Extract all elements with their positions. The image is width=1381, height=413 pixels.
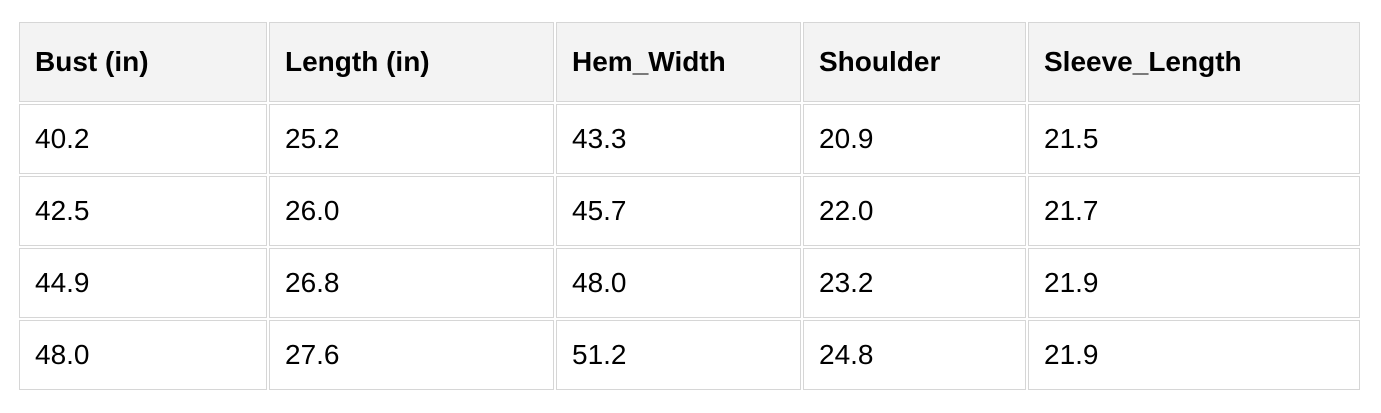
table-cell: 26.0: [269, 176, 554, 246]
column-header: Bust (in): [19, 22, 267, 102]
table-header-row: Bust (in) Length (in) Hem_Width Shoulder Sle…: [19, 22, 1360, 102]
table-row: 42.5 26.0 45.7 22.0 21.7: [19, 176, 1360, 246]
table-row: 44.9 26.8 48.0 23.2 21.9: [19, 248, 1360, 318]
table-cell: 44.9: [19, 248, 267, 318]
table-row: 48.0 27.6 51.2 24.8 21.9: [19, 320, 1360, 390]
table-cell: 48.0: [19, 320, 267, 390]
table-cell: 43.3: [556, 104, 801, 174]
table-cell: 22.0: [803, 176, 1026, 246]
table-cell: 21.9: [1028, 248, 1360, 318]
table-cell: 21.9: [1028, 320, 1360, 390]
table-body: 40.2 25.2 43.3 20.9 21.5 42.5 26.0 45.7 22.0 21.7…: [19, 104, 1360, 390]
table-cell: 20.9: [803, 104, 1026, 174]
table-header: Bust (in) Length (in) Hem_Width Shoulder Sle…: [19, 22, 1360, 102]
table-cell: 25.2: [269, 104, 554, 174]
table-cell: 27.6: [269, 320, 554, 390]
table-cell: 23.2: [803, 248, 1026, 318]
table-cell: 40.2: [19, 104, 267, 174]
column-header: Hem_Width: [556, 22, 801, 102]
column-header: Sleeve_Length: [1028, 22, 1360, 102]
size-chart-table: Bust (in) Length (in) Hem_Width Shoulder Sle…: [17, 20, 1362, 392]
column-header: Length (in): [269, 22, 554, 102]
table-cell: 42.5: [19, 176, 267, 246]
table-row: 40.2 25.2 43.3 20.9 21.5: [19, 104, 1360, 174]
table-cell: 24.8: [803, 320, 1026, 390]
table-cell: 21.7: [1028, 176, 1360, 246]
table-cell: 48.0: [556, 248, 801, 318]
table-cell: 26.8: [269, 248, 554, 318]
table-cell: 21.5: [1028, 104, 1360, 174]
column-header: Shoulder: [803, 22, 1026, 102]
table-cell: 51.2: [556, 320, 801, 390]
table-cell: 45.7: [556, 176, 801, 246]
